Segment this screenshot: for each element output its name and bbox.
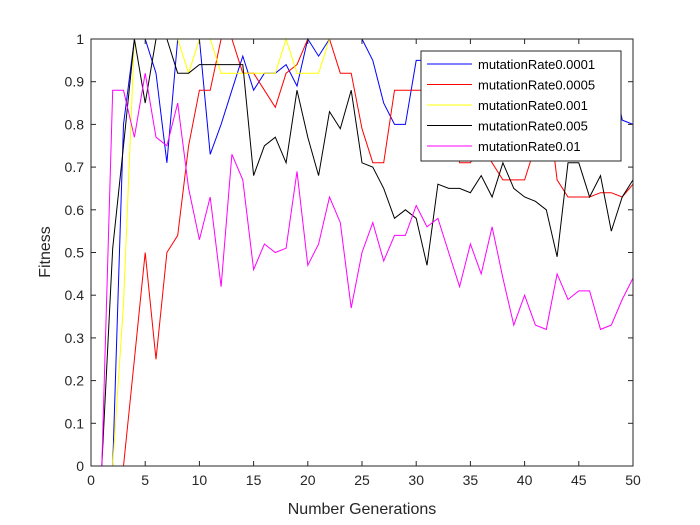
x-tick-label: 0 — [87, 472, 95, 488]
y-tick-label: 0.3 — [65, 330, 85, 346]
x-tick-label: 25 — [354, 472, 370, 488]
y-tick-label: 0.6 — [65, 202, 85, 218]
legend: mutationRate0.0001 mutationRate0.0005 muta… — [420, 50, 622, 162]
legend-label: mutationRate0.001 — [478, 98, 588, 113]
y-tick-label: 0.1 — [65, 415, 85, 431]
x-tick-label: 45 — [571, 472, 587, 488]
y-tick-label: 0 — [76, 458, 84, 474]
legend-box — [420, 50, 622, 162]
x-tick-label: 40 — [517, 472, 533, 488]
y-axis-title: Fitness — [37, 226, 54, 278]
y-tick-label: 0.7 — [65, 159, 85, 175]
x-tick-label: 20 — [300, 472, 316, 488]
legend-label: mutationRate0.0001 — [478, 57, 595, 72]
x-tick-label: 35 — [463, 472, 479, 488]
y-axis-ticks: 0 0.1 0.2 0.3 0.4 0.5 0.6 0.7 0.8 0.9 1 — [65, 31, 633, 474]
y-tick-label: 0.8 — [65, 116, 85, 132]
y-tick-label: 0.5 — [65, 245, 85, 261]
legend-label: mutationRate0.01 — [478, 139, 581, 154]
x-tick-label: 50 — [625, 472, 641, 488]
y-tick-label: 0.2 — [65, 373, 85, 389]
x-axis-title: Number Generations — [288, 501, 437, 518]
x-tick-label: 30 — [408, 472, 424, 488]
x-tick-label: 15 — [246, 472, 262, 488]
series-line-mutationRate0.005 — [101, 38, 634, 467]
y-tick-label: 1 — [76, 31, 84, 47]
x-tick-label: 10 — [192, 472, 208, 488]
x-axis-ticks: 0 5 10 15 20 25 30 35 40 45 50 — [87, 39, 641, 488]
y-tick-label: 0.4 — [65, 287, 85, 303]
legend-label: mutationRate0.0005 — [478, 78, 595, 93]
legend-label: mutationRate0.005 — [478, 119, 588, 134]
series-line-mutationRate0.01 — [101, 73, 634, 467]
y-tick-label: 0.9 — [65, 74, 85, 90]
x-tick-label: 5 — [141, 472, 149, 488]
